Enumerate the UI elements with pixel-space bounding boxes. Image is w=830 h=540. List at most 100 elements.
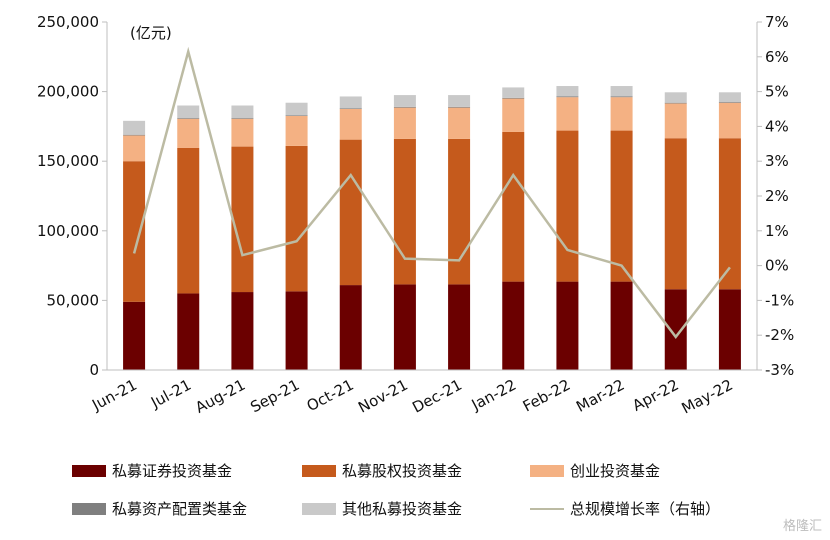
bar-other-jul-21 [177, 105, 200, 119]
x-axis-tick-label: Sep-21 [247, 376, 302, 417]
legend-label-equity: 私募股权投资基金 [342, 462, 463, 480]
x-axis-tick-label: Aug-21 [192, 376, 248, 417]
bar-securities-apr-22 [664, 289, 687, 370]
bar-venture-dec-21 [448, 107, 471, 139]
left-axis-tick-label: 200,000 [37, 83, 99, 101]
x-axis-tick-label: May-22 [679, 376, 736, 418]
legend-item-other: 其他私募投资基金 [302, 498, 462, 519]
legend-label-other: 其他私募投资基金 [342, 500, 463, 518]
bar-asset-allocation-may-22 [718, 102, 741, 103]
legend-swatch-venture [530, 464, 564, 477]
bar-venture-apr-22 [664, 103, 687, 139]
bar-other-nov-21 [393, 95, 416, 107]
right-axis-tick-label: -1% [765, 291, 794, 309]
bar-asset-allocation-feb-22 [556, 96, 579, 98]
bar-securities-dec-21 [448, 284, 471, 370]
bar-venture-jun-21 [123, 135, 146, 162]
bar-venture-feb-22 [556, 97, 579, 131]
bar-other-sep-21 [285, 102, 308, 116]
unit-label: (亿元) [130, 24, 172, 42]
bar-securities-may-22 [718, 289, 741, 370]
bar-venture-oct-21 [339, 109, 362, 140]
bar-securities-jun-21 [123, 301, 146, 370]
legend: 私募证券投资基金 私募股权投资基金 创业投资基金 私募资产配置类基金 其他私募投… [70, 458, 800, 528]
left-axis-tick-label: 250,000 [37, 13, 99, 31]
bar-equity-may-22 [718, 138, 741, 290]
bar-equity-mar-22 [610, 130, 633, 282]
bar-venture-nov-21 [393, 107, 416, 139]
bar-equity-jan-22 [502, 131, 525, 282]
legend-swatch-equity [302, 464, 336, 477]
right-axis-tick-label: -2% [765, 326, 794, 344]
bar-equity-nov-21 [393, 138, 416, 285]
left-axis-tick-label: 0 [89, 361, 99, 379]
x-axis-tick-label: Mar-22 [573, 376, 627, 416]
bar-securities-nov-21 [393, 284, 416, 370]
legend-swatch-growth [530, 507, 564, 510]
legend-item-equity: 私募股权投资基金 [302, 460, 462, 481]
bar-asset-allocation-dec-21 [448, 106, 471, 108]
bar-securities-mar-22 [610, 281, 633, 370]
right-axis-tick-label: 4% [765, 117, 789, 135]
bar-asset-allocation-nov-21 [393, 106, 416, 108]
bar-venture-mar-22 [610, 97, 633, 131]
left-axis-tick-label: 50,000 [47, 291, 100, 309]
legend-label-venture: 创业投资基金 [570, 462, 661, 480]
bar-venture-may-22 [718, 102, 741, 139]
bar-venture-jul-21 [177, 118, 200, 148]
bar-asset-allocation-mar-22 [610, 96, 633, 98]
legend-swatch-asset-allocation [72, 502, 106, 515]
right-axis-tick-label: 5% [765, 83, 789, 101]
bar-other-oct-21 [339, 96, 362, 109]
bar-asset-allocation-apr-22 [664, 102, 687, 104]
watermark-text: 格隆汇 [782, 519, 822, 534]
bar-equity-oct-21 [339, 139, 362, 286]
x-axis-tick-label: Jun-21 [88, 376, 140, 415]
bar-other-mar-22 [610, 86, 633, 97]
bar-equity-feb-22 [556, 130, 579, 282]
x-axis-tick-label: Oct-21 [304, 376, 357, 416]
legend-item-securities: 私募证券投资基金 [72, 460, 232, 481]
bar-venture-jan-22 [502, 98, 525, 132]
bar-securities-jul-21 [177, 293, 200, 370]
bar-other-dec-21 [448, 95, 471, 107]
x-axis-tick-label: Jan-22 [468, 376, 519, 415]
left-axis-tick-label: 100,000 [37, 222, 99, 240]
legend-item-asset-allocation: 私募资产配置类基金 [72, 498, 247, 519]
bar-other-aug-21 [231, 105, 254, 119]
legend-item-venture: 创业投资基金 [530, 460, 660, 481]
bar-asset-allocation-jun-21 [123, 134, 146, 136]
bar-equity-jul-21 [177, 147, 200, 294]
bar-asset-allocation-jul-21 [177, 118, 200, 119]
bars-layer [123, 86, 741, 370]
legend-swatch-other [302, 502, 336, 515]
x-axis-tick-label: Dec-21 [409, 376, 465, 417]
bar-venture-sep-21 [285, 115, 308, 146]
right-axis-tick-label: 1% [765, 222, 789, 240]
bar-other-may-22 [718, 92, 741, 103]
bar-securities-feb-22 [556, 281, 579, 370]
legend-label-growth: 总规模增长率（右轴） [570, 500, 721, 518]
bar-securities-oct-21 [339, 285, 362, 370]
bar-equity-jun-21 [123, 161, 146, 302]
bar-other-jun-21 [123, 120, 146, 135]
stacked-bar-line-chart: 0 50,000 100,000 150,000 200,000 250,000 -3% -2… [37, 13, 794, 418]
legend-item-growth: 总规模增长率（右轴） [530, 498, 720, 519]
x-axis-tick-label: Feb-22 [520, 376, 574, 416]
legend-label-asset-allocation: 私募资产配置类基金 [112, 500, 248, 518]
bar-equity-dec-21 [448, 138, 471, 285]
legend-label-securities: 私募证券投资基金 [112, 462, 233, 480]
bar-equity-aug-21 [231, 146, 254, 293]
right-axis-tick-label: 7% [765, 13, 789, 31]
bar-other-jan-22 [502, 87, 525, 98]
bar-equity-apr-22 [664, 138, 687, 290]
x-axis-tick-label: Jul-21 [147, 376, 194, 412]
x-axis-tick-label: Apr-22 [629, 376, 681, 415]
growth-rate-line [132, 46, 731, 339]
x-axis-tick-label: Nov-21 [355, 376, 411, 417]
bar-equity-sep-21 [285, 145, 308, 292]
bar-other-feb-22 [556, 86, 579, 97]
growth-line-layer [132, 46, 731, 339]
bar-asset-allocation-aug-21 [231, 118, 254, 119]
legend-swatch-securities [72, 464, 106, 477]
